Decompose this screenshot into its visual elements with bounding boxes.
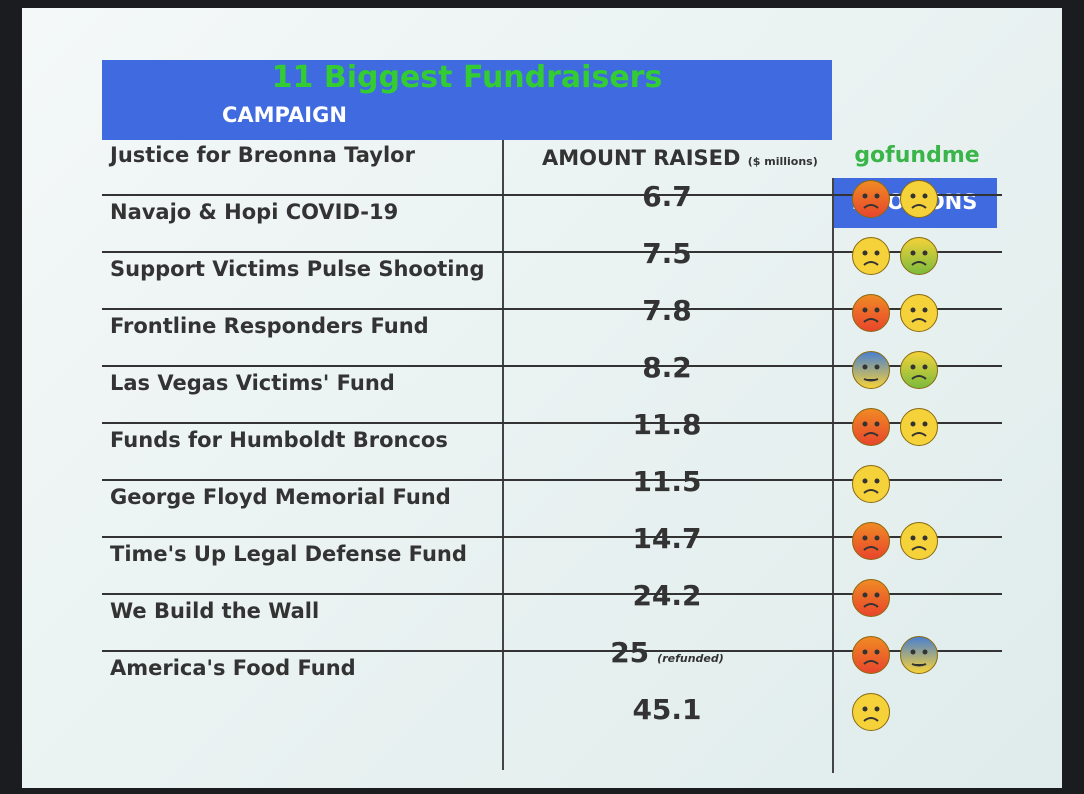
emoji-face xyxy=(910,649,928,667)
emoji-sick xyxy=(900,237,938,275)
row-divider xyxy=(102,422,1002,424)
row-divider xyxy=(102,536,1002,538)
emoji-angry xyxy=(852,294,890,332)
campaign-name: We Build the Wall xyxy=(110,599,320,623)
amount-header-text: AMOUNT RAISED xyxy=(542,146,741,170)
amount: 24.2 xyxy=(632,579,702,612)
row-divider xyxy=(102,194,1002,196)
slide: 11 Biggest Fundraisers CAMPAIGN AMOUNT R… xyxy=(22,8,1062,788)
emoji-face xyxy=(862,364,880,382)
amount: 11.8 xyxy=(632,408,702,441)
emoji-face xyxy=(862,193,880,209)
row-divider xyxy=(102,593,1002,595)
amount-note: (refunded) xyxy=(657,652,724,665)
campaign-name: Support Victims Pulse Shooting xyxy=(110,257,485,281)
emoji-face xyxy=(862,592,880,608)
campaign-name: America's Food Fund xyxy=(110,656,356,680)
amount: 25 (refunded) xyxy=(610,636,724,669)
emoji-sad xyxy=(852,693,890,731)
emoji-face xyxy=(862,535,880,551)
amount: 45.1 xyxy=(632,693,702,726)
campaign-name: Navajo & Hopi COVID-19 xyxy=(110,200,399,224)
emoji-angry xyxy=(852,408,890,446)
emoji-angry xyxy=(852,522,890,560)
amount-unit: ($ millions) xyxy=(747,155,818,168)
emoji-fear xyxy=(852,351,890,389)
campaign-name: Las Vegas Victims' Fund xyxy=(110,371,395,395)
amount: 11.5 xyxy=(632,465,702,498)
emoji-face xyxy=(862,250,880,266)
emoji-sad xyxy=(900,408,938,446)
emoji-face xyxy=(910,421,928,437)
column-divider xyxy=(832,178,834,773)
row-divider xyxy=(102,650,1002,652)
emoji-angry xyxy=(852,579,890,617)
campaign-name: Time's Up Legal Defense Fund xyxy=(110,542,467,566)
row-divider xyxy=(102,365,1002,367)
emoji-face xyxy=(910,307,928,323)
campaign-name: Frontline Responders Fund xyxy=(110,314,429,338)
campaign-name: Justice for Breonna Taylor xyxy=(110,143,415,167)
column-divider xyxy=(502,140,504,770)
emoji-face xyxy=(910,535,928,551)
row-divider xyxy=(102,308,1002,310)
emoji-sad xyxy=(852,237,890,275)
amount: 7.8 xyxy=(642,294,692,327)
emoji-sad xyxy=(900,294,938,332)
emoji-sad xyxy=(900,180,938,218)
emoji-face xyxy=(862,649,880,665)
campaign-name: George Floyd Memorial Fund xyxy=(110,485,451,509)
row-divider xyxy=(102,251,1002,253)
emoji-face xyxy=(862,706,880,722)
emoji-face xyxy=(862,478,880,494)
emoji-sick xyxy=(900,351,938,389)
row-divider xyxy=(102,479,1002,481)
header-band xyxy=(102,60,832,140)
emoji-angry xyxy=(852,180,890,218)
campaign-name: Funds for Humboldt Broncos xyxy=(110,428,448,452)
emoji-sad xyxy=(852,465,890,503)
emoji-sad xyxy=(900,522,938,560)
emoji-face xyxy=(910,193,928,209)
emoji-fear xyxy=(900,636,938,674)
amount: 6.7 xyxy=(642,180,692,213)
amount: 7.5 xyxy=(642,237,692,270)
campaign-header: CAMPAIGN xyxy=(222,103,347,127)
logo: gofundme xyxy=(854,143,980,168)
emoji-face xyxy=(910,250,928,266)
title: 11 Biggest Fundraisers xyxy=(271,60,663,95)
amount: 14.7 xyxy=(632,522,702,555)
amount-header: AMOUNT RAISED ($ millions) xyxy=(542,146,818,170)
emoji-face xyxy=(910,364,928,380)
emoji-face xyxy=(862,307,880,323)
emoji-face xyxy=(862,421,880,437)
amount: 8.2 xyxy=(642,351,692,384)
emoji-angry xyxy=(852,636,890,674)
